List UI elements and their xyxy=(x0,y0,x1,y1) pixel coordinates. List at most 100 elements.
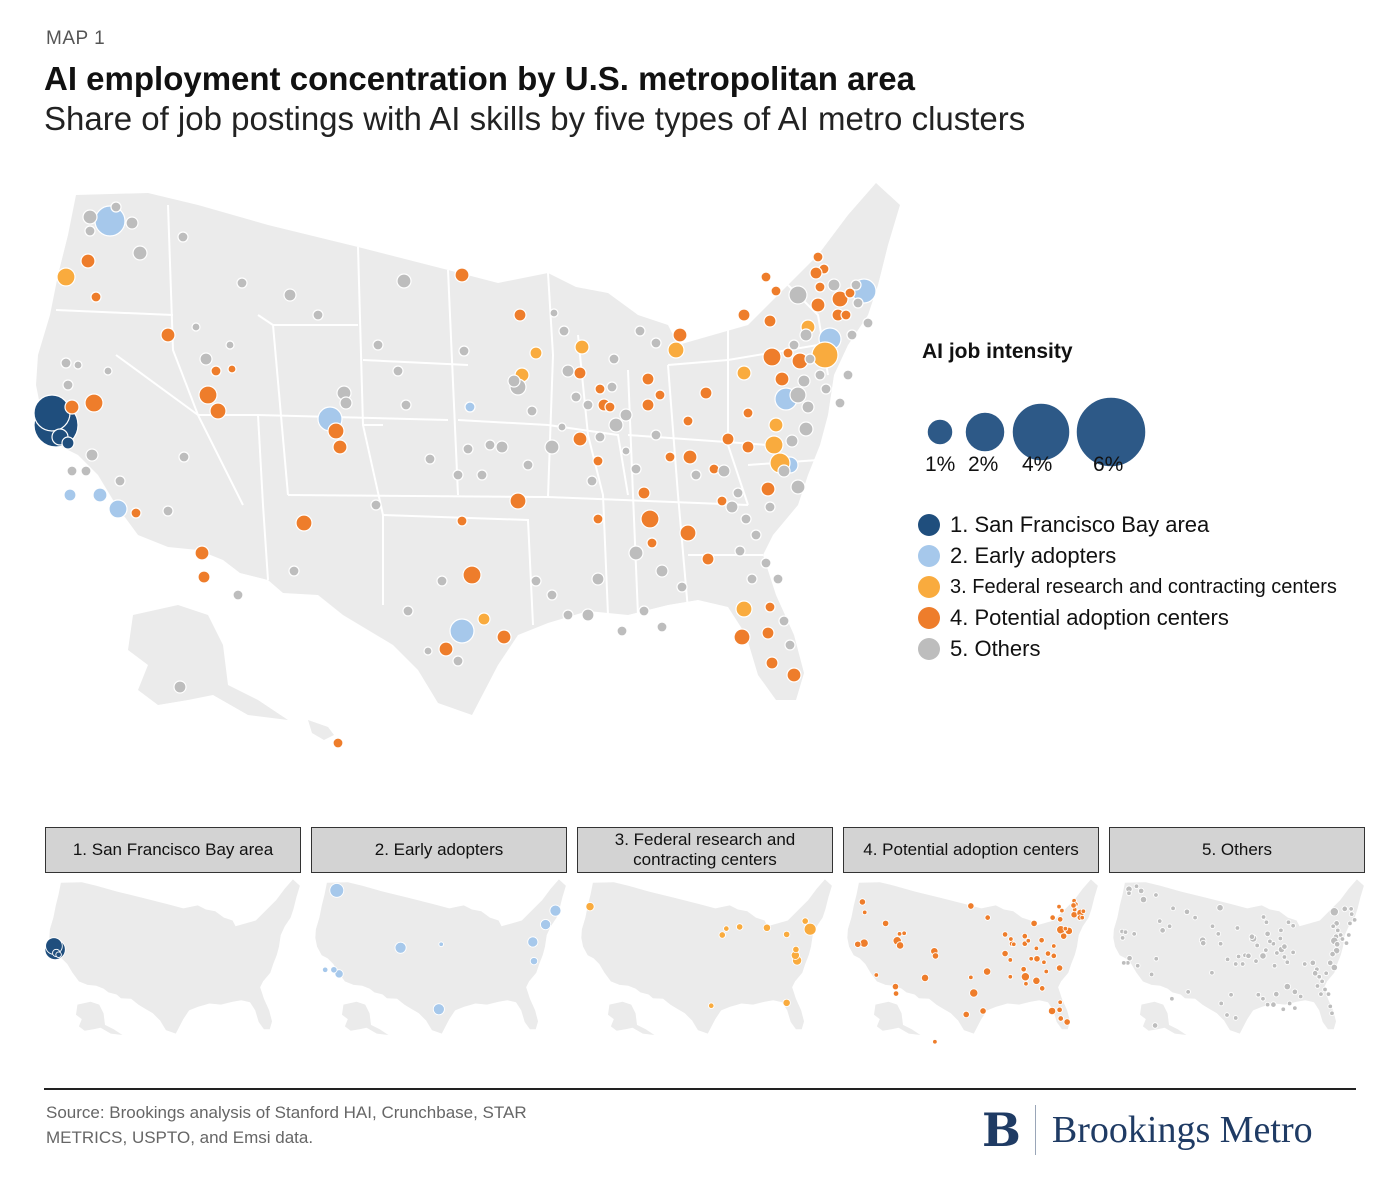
metro-dot xyxy=(735,600,753,618)
metro-dot xyxy=(733,628,751,646)
metro-dot xyxy=(125,216,139,230)
metro-dot xyxy=(764,435,784,455)
mini-map-layer xyxy=(45,879,300,1036)
mini-metro-dot xyxy=(1341,905,1348,913)
metro-dot xyxy=(80,253,96,269)
mini-metro-dot xyxy=(1183,908,1191,916)
mini-metro-dot xyxy=(901,930,907,937)
mini-metro-dot xyxy=(1056,903,1062,910)
mini-alaska-shape xyxy=(342,1001,389,1036)
mini-metro-dot xyxy=(1151,1022,1159,1029)
legend-dot-early-adopters xyxy=(918,545,940,567)
metro-dot xyxy=(530,575,542,587)
mini-metro-dot xyxy=(1290,922,1296,929)
intensity-size-legend xyxy=(926,396,1147,468)
mini-metro-dot xyxy=(1245,952,1252,960)
metro-dot xyxy=(591,572,605,586)
mini-metro-dot xyxy=(1323,970,1329,977)
mini-metro-dot xyxy=(55,951,62,958)
metro-dot xyxy=(162,505,174,517)
metro-dot xyxy=(210,365,222,377)
mini-metro-dot xyxy=(1343,940,1350,946)
metro-dots xyxy=(33,201,877,749)
mini-metro-dot xyxy=(1232,1015,1239,1021)
mini-metro-dot xyxy=(1346,932,1352,938)
metro-dot xyxy=(227,364,237,374)
metro-dot xyxy=(655,564,669,578)
mini-metro-dot xyxy=(1232,961,1239,967)
metro-dot xyxy=(637,486,651,500)
metro-dot xyxy=(496,629,512,645)
mini-metro-dot xyxy=(1259,952,1267,960)
metro-dot xyxy=(283,288,297,302)
metro-dot xyxy=(60,357,72,369)
mini-metro-dot xyxy=(1049,914,1056,921)
metro-dot xyxy=(198,385,218,405)
metro-dot xyxy=(424,453,436,465)
mini-metro-dot xyxy=(1032,976,1041,985)
metro-dot xyxy=(640,509,660,529)
metro-dot xyxy=(616,625,628,637)
metro-dot xyxy=(594,431,606,443)
metro-dot xyxy=(690,469,702,481)
metro-dot xyxy=(814,369,826,381)
metro-dot xyxy=(716,495,728,507)
mini-metro-dot xyxy=(1020,972,1030,982)
mini-metro-dot xyxy=(792,945,800,954)
metro-dot xyxy=(327,422,345,440)
metro-dot xyxy=(789,386,807,404)
brand-name: Brookings Metro xyxy=(1051,1109,1313,1151)
metro-dot xyxy=(842,369,854,381)
metro-dot xyxy=(484,439,496,451)
metro-dot xyxy=(608,417,624,433)
mini-metro-dot xyxy=(1148,971,1155,978)
mini-metro-dot xyxy=(1285,919,1292,925)
mini-metro-dot xyxy=(549,904,562,917)
metro-dot xyxy=(191,322,201,332)
mini-metro-dot xyxy=(1209,923,1216,930)
mini-metro-dot xyxy=(932,1038,938,1045)
metro-dot xyxy=(438,641,454,657)
metro-dot xyxy=(810,297,826,313)
mini-alaska-shape xyxy=(76,1001,123,1036)
metro-dot xyxy=(764,501,776,513)
mini-metro-dot xyxy=(1033,945,1040,952)
mini-metro-dot xyxy=(1055,964,1064,972)
mini-metro-dot xyxy=(896,931,903,937)
mini-us-shape xyxy=(581,879,832,1034)
metro-dot xyxy=(462,565,482,585)
mini-metro-dot xyxy=(892,990,900,997)
metro-dot xyxy=(740,513,752,525)
metro-dot xyxy=(110,201,122,213)
metro-dot xyxy=(573,366,587,380)
map-subtitle: Share of job postings with AI skills by … xyxy=(44,100,1026,137)
metro-dot xyxy=(746,573,758,585)
mini-us-shape xyxy=(49,879,300,1034)
metro-dot xyxy=(561,364,575,378)
metro-dot xyxy=(62,379,74,391)
hawaii-shape xyxy=(308,720,334,740)
size-1pct-circle xyxy=(926,418,954,446)
metro-dot xyxy=(56,267,76,287)
metro-dot xyxy=(804,353,816,365)
mini-metro-dot xyxy=(858,898,867,906)
metro-dot xyxy=(63,488,77,502)
mini-metro-dot xyxy=(1333,941,1341,948)
mini-metro-dot xyxy=(962,1010,970,1019)
mini-metro-dot xyxy=(1278,927,1284,934)
mini-metro-dot xyxy=(1314,983,1321,989)
mini-metro-dot xyxy=(1339,936,1346,942)
mini-metro-dot xyxy=(1218,1000,1224,1007)
mini-metro-dot xyxy=(708,1002,715,1009)
mini-metro-dot xyxy=(1007,957,1014,963)
mini-metro-dot xyxy=(432,1003,445,1016)
mini-metro-dot xyxy=(1153,956,1159,962)
mini-metro-dot xyxy=(969,988,979,998)
metro-dot xyxy=(232,589,244,601)
mini-metro-dot xyxy=(1283,982,1292,991)
metro-dot xyxy=(621,446,631,456)
mini-alaska-shape xyxy=(874,1001,921,1036)
mini-metro-dot xyxy=(1059,907,1065,914)
mini-metro-dot xyxy=(1033,955,1041,963)
mini-metro-dot xyxy=(803,922,817,936)
